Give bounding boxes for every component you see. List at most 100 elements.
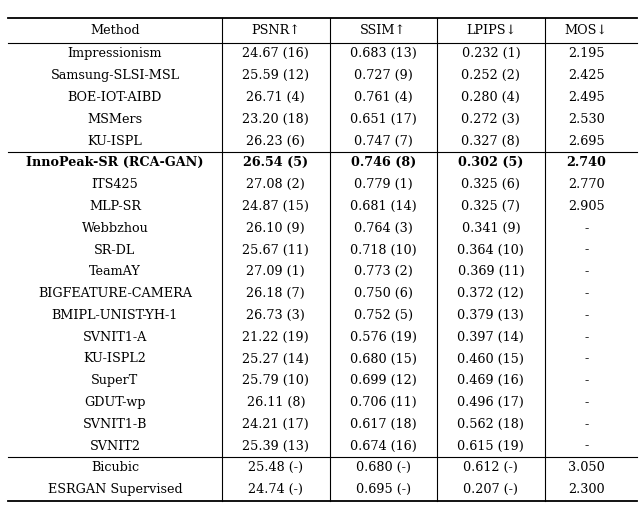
Text: 0.761 (4): 0.761 (4) — [354, 91, 413, 104]
Text: 2.425: 2.425 — [568, 69, 605, 82]
Text: -: - — [584, 439, 588, 453]
Text: SR-DL: SR-DL — [94, 244, 136, 257]
Text: BIGFEATURE-CAMERA: BIGFEATURE-CAMERA — [38, 287, 192, 300]
Text: Impressionism: Impressionism — [68, 47, 162, 60]
Text: 2.740: 2.740 — [566, 156, 606, 170]
Text: 0.327 (8): 0.327 (8) — [461, 134, 520, 148]
Text: 24.21 (17): 24.21 (17) — [243, 418, 309, 431]
Text: 25.48 (-): 25.48 (-) — [248, 461, 303, 475]
Text: LPIPS↓: LPIPS↓ — [466, 24, 516, 37]
Text: TeamAY: TeamAY — [89, 265, 141, 278]
Text: 0.325 (7): 0.325 (7) — [461, 200, 520, 213]
Text: 0.252 (2): 0.252 (2) — [461, 69, 520, 82]
Text: BOE-IOT-AIBD: BOE-IOT-AIBD — [68, 91, 162, 104]
Text: 0.612 (-): 0.612 (-) — [463, 461, 518, 475]
Text: ESRGAN Supervised: ESRGAN Supervised — [47, 483, 182, 496]
Text: SVNIT1-A: SVNIT1-A — [83, 331, 147, 344]
Text: -: - — [584, 374, 588, 387]
Text: 21.22 (19): 21.22 (19) — [243, 331, 309, 344]
Text: 0.706 (11): 0.706 (11) — [350, 396, 417, 409]
Text: 25.27 (14): 25.27 (14) — [243, 352, 309, 365]
Text: SSIM↑: SSIM↑ — [360, 24, 406, 37]
Text: 27.09 (1): 27.09 (1) — [246, 265, 305, 278]
Text: MLP-SR: MLP-SR — [89, 200, 141, 213]
Text: Bicubic: Bicubic — [91, 461, 139, 475]
Text: 26.11 (8): 26.11 (8) — [246, 396, 305, 409]
Text: 0.727 (9): 0.727 (9) — [354, 69, 413, 82]
Text: 26.10 (9): 26.10 (9) — [246, 222, 305, 235]
Text: 24.74 (-): 24.74 (-) — [248, 483, 303, 496]
Text: 0.680 (-): 0.680 (-) — [356, 461, 411, 475]
Text: 0.364 (10): 0.364 (10) — [458, 244, 524, 257]
Text: 2.195: 2.195 — [568, 47, 605, 60]
Text: 23.20 (18): 23.20 (18) — [243, 113, 309, 126]
Text: -: - — [584, 352, 588, 365]
Text: 0.680 (15): 0.680 (15) — [350, 352, 417, 365]
Text: 24.87 (15): 24.87 (15) — [243, 200, 309, 213]
Text: Method: Method — [90, 24, 140, 37]
Text: 0.699 (12): 0.699 (12) — [350, 374, 417, 387]
Text: 0.779 (1): 0.779 (1) — [354, 178, 413, 191]
Text: 26.23 (6): 26.23 (6) — [246, 134, 305, 148]
Text: 2.905: 2.905 — [568, 200, 605, 213]
Text: 0.272 (3): 0.272 (3) — [461, 113, 520, 126]
Text: 0.460 (15): 0.460 (15) — [458, 352, 524, 365]
Text: 25.79 (10): 25.79 (10) — [243, 374, 309, 387]
Text: 0.695 (-): 0.695 (-) — [356, 483, 411, 496]
Text: InnoPeak-SR (RCA-GAN): InnoPeak-SR (RCA-GAN) — [26, 156, 204, 170]
Text: -: - — [584, 265, 588, 278]
Text: ITS425: ITS425 — [92, 178, 138, 191]
Text: -: - — [584, 244, 588, 257]
Text: 0.746 (8): 0.746 (8) — [351, 156, 416, 170]
Text: 0.576 (19): 0.576 (19) — [350, 331, 417, 344]
Text: 0.302 (5): 0.302 (5) — [458, 156, 524, 170]
Text: 26.54 (5): 26.54 (5) — [243, 156, 308, 170]
Text: 0.397 (14): 0.397 (14) — [458, 331, 524, 344]
Text: 0.750 (6): 0.750 (6) — [354, 287, 413, 300]
Text: SVNIT2: SVNIT2 — [90, 439, 140, 453]
Text: 2.495: 2.495 — [568, 91, 605, 104]
Text: 0.341 (9): 0.341 (9) — [461, 222, 520, 235]
Text: 24.67 (16): 24.67 (16) — [243, 47, 309, 60]
Text: 0.369 (11): 0.369 (11) — [458, 265, 524, 278]
Text: -: - — [584, 309, 588, 322]
Text: KU-ISPL2: KU-ISPL2 — [83, 352, 147, 365]
Text: 0.372 (12): 0.372 (12) — [458, 287, 524, 300]
Text: 2.770: 2.770 — [568, 178, 605, 191]
Text: 25.67 (11): 25.67 (11) — [243, 244, 309, 257]
Text: 0.718 (10): 0.718 (10) — [350, 244, 417, 257]
Text: 0.562 (18): 0.562 (18) — [458, 418, 524, 431]
Text: 26.18 (7): 26.18 (7) — [246, 287, 305, 300]
Text: -: - — [584, 287, 588, 300]
Text: 0.752 (5): 0.752 (5) — [354, 309, 413, 322]
Text: -: - — [584, 418, 588, 431]
Text: 2.300: 2.300 — [568, 483, 605, 496]
Text: 0.469 (16): 0.469 (16) — [458, 374, 524, 387]
Text: 0.764 (3): 0.764 (3) — [354, 222, 413, 235]
Text: 2.530: 2.530 — [568, 113, 605, 126]
Text: 0.747 (7): 0.747 (7) — [354, 134, 413, 148]
Text: SVNIT1-B: SVNIT1-B — [83, 418, 147, 431]
Text: 0.496 (17): 0.496 (17) — [458, 396, 524, 409]
Text: 0.232 (1): 0.232 (1) — [461, 47, 520, 60]
Text: MOS↓: MOS↓ — [564, 24, 608, 37]
Text: 0.325 (6): 0.325 (6) — [461, 178, 520, 191]
Text: 26.71 (4): 26.71 (4) — [246, 91, 305, 104]
Text: Samsung-SLSI-MSL: Samsung-SLSI-MSL — [51, 69, 179, 82]
Text: -: - — [584, 396, 588, 409]
Text: 0.681 (14): 0.681 (14) — [350, 200, 417, 213]
Text: 26.73 (3): 26.73 (3) — [246, 309, 305, 322]
Text: 0.683 (13): 0.683 (13) — [350, 47, 417, 60]
Text: 0.280 (4): 0.280 (4) — [461, 91, 520, 104]
Text: KU-ISPL: KU-ISPL — [88, 134, 142, 148]
Text: 0.617 (18): 0.617 (18) — [350, 418, 417, 431]
Text: MSMers: MSMers — [87, 113, 143, 126]
Text: 0.773 (2): 0.773 (2) — [354, 265, 413, 278]
Text: 27.08 (2): 27.08 (2) — [246, 178, 305, 191]
Text: 0.207 (-): 0.207 (-) — [463, 483, 518, 496]
Text: SuperT: SuperT — [92, 374, 138, 387]
Text: GDUT-wp: GDUT-wp — [84, 396, 146, 409]
Text: Webbzhou: Webbzhou — [81, 222, 148, 235]
Text: 25.39 (13): 25.39 (13) — [243, 439, 309, 453]
Text: 0.379 (13): 0.379 (13) — [458, 309, 524, 322]
